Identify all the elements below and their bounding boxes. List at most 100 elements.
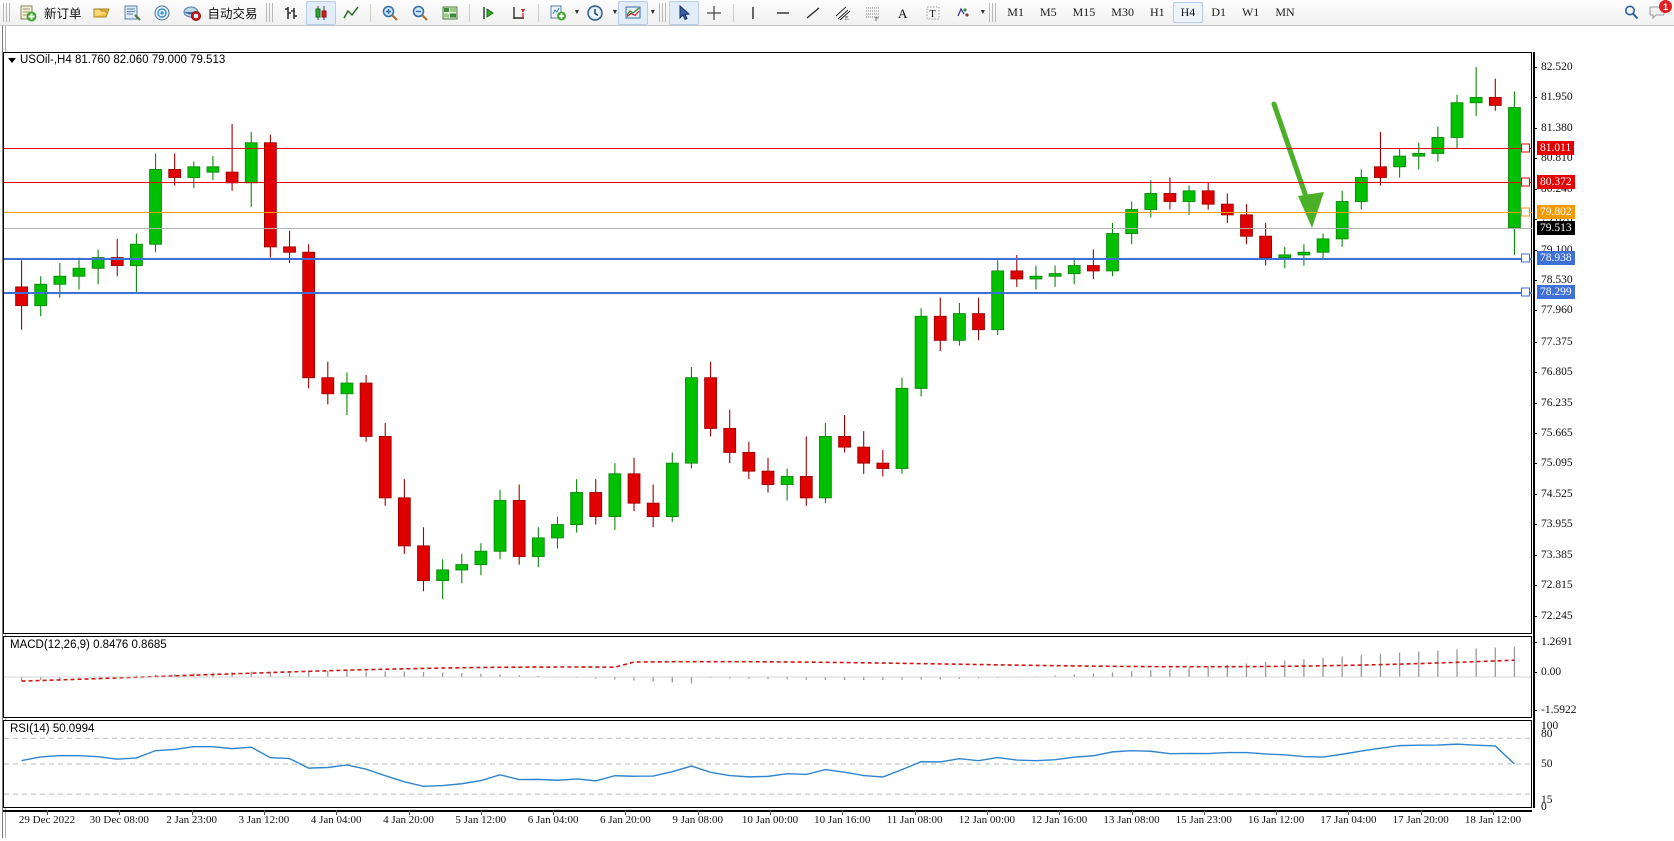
- level-line-78.299[interactable]: [4, 292, 1532, 294]
- level-handle-78.938[interactable]: [1521, 253, 1530, 263]
- tile-windows-icon[interactable]: [435, 1, 465, 25]
- toolbar-grip-2[interactable]: [265, 3, 273, 22]
- toolbar-separator-2: [468, 3, 470, 22]
- toolbar-grip-3[interactable]: [659, 3, 667, 22]
- level-label-79.802: 79.802: [1537, 205, 1575, 220]
- macd-tick-1.2691: 1.2691: [1541, 636, 1573, 648]
- price-tick-72.815: 72.815: [1541, 579, 1573, 592]
- period-dropdown-caret[interactable]: ▼: [611, 9, 619, 16]
- scroll-end-icon[interactable]: [474, 1, 504, 25]
- price-tick-75.095: 75.095: [1541, 457, 1573, 470]
- horizontal-line-icon[interactable]: [768, 1, 798, 25]
- chart-area[interactable]: USOil-,H4 81.760 82.060 79.000 79.513 MA…: [0, 26, 1674, 841]
- svg-text:T: T: [930, 9, 936, 20]
- level-handle-80.372[interactable]: [1521, 177, 1530, 187]
- toolbar-separator-4: [733, 3, 735, 22]
- level-handle-78.299[interactable]: [1521, 287, 1530, 297]
- price-tick-73.955: 73.955: [1541, 518, 1573, 531]
- level-handle-81.011[interactable]: [1521, 143, 1530, 153]
- price-tick-81.950: 81.950: [1541, 91, 1573, 104]
- time-tick-20: 18 Jan 12:00: [1464, 814, 1522, 826]
- svg-text:F: F: [875, 17, 879, 22]
- shapes-dropdown-caret[interactable]: ▼: [979, 9, 987, 16]
- time-axis[interactable]: 29 Dec 2022 30 Dec 08:00 2 Jan 23:00 3 J…: [3, 810, 1532, 840]
- timeframe-w1[interactable]: W1: [1241, 5, 1260, 19]
- time-tick-5: 4 Jan 20:00: [383, 814, 434, 826]
- time-tick-3: 3 Jan 12:00: [238, 814, 290, 826]
- current-price-line: [4, 227, 1532, 229]
- rsi-tick-100: 100: [1541, 720, 1559, 732]
- templates-icon[interactable]: [618, 0, 649, 25]
- timeframe-h4[interactable]: H4: [1172, 2, 1204, 23]
- timeframe-m5[interactable]: M5: [1039, 5, 1057, 19]
- time-tick-4: 4 Jan 04:00: [310, 814, 362, 826]
- equidistant-channel-icon[interactable]: E: [828, 1, 858, 25]
- zoom-in-icon[interactable]: [375, 1, 405, 25]
- bar-chart-icon[interactable]: [276, 1, 306, 25]
- indicators-dropdown-caret[interactable]: ▼: [573, 9, 581, 16]
- timeframe-h1[interactable]: H1: [1149, 5, 1165, 19]
- price-tick-74.525: 74.525: [1541, 487, 1573, 500]
- time-tick-10: 10 Jan 00:00: [741, 814, 799, 826]
- folder-icon[interactable]: [87, 1, 117, 25]
- level-line-79.802[interactable]: [4, 212, 1532, 214]
- toolbar-grip-4[interactable]: [989, 3, 997, 22]
- price-tick-73.385: 73.385: [1541, 548, 1573, 561]
- timeframe-m1[interactable]: M1: [1007, 5, 1024, 19]
- macd-pane[interactable]: [3, 636, 1532, 718]
- cursor-icon[interactable]: [669, 0, 700, 25]
- line-chart-icon[interactable]: [336, 1, 366, 25]
- time-tick-6: 5 Jan 12:00: [455, 814, 507, 826]
- time-axis-line: [3, 810, 1532, 812]
- timeframe-m30[interactable]: M30: [1111, 5, 1134, 19]
- level-line-80.372[interactable]: [4, 181, 1532, 184]
- zoom-out-icon[interactable]: [405, 1, 435, 25]
- new-order-button[interactable]: [13, 1, 43, 25]
- level-line-81.011[interactable]: [4, 147, 1532, 149]
- signals-icon[interactable]: [147, 1, 177, 25]
- auto-trading-icon[interactable]: [177, 1, 207, 25]
- indicators-icon[interactable]: [543, 1, 573, 25]
- chart-shift-icon[interactable]: [504, 1, 534, 25]
- new-order-label[interactable]: 新订单: [44, 7, 82, 21]
- candlestick-icon[interactable]: [305, 0, 336, 25]
- svg-text:A: A: [898, 6, 908, 21]
- price-axis[interactable]: 82.520 81.950 81.380 80.810 80.240 79.67…: [1533, 52, 1674, 813]
- crosshair-icon[interactable]: [699, 1, 729, 25]
- period-icon[interactable]: [580, 1, 610, 25]
- time-tick-8: 6 Jan 20:00: [600, 814, 651, 826]
- auto-trading-label[interactable]: 自动交易: [207, 7, 258, 21]
- timeframe-m15[interactable]: M15: [1072, 5, 1096, 19]
- level-line-78.938[interactable]: [4, 258, 1532, 260]
- level-label-80.372: 80.372: [1537, 174, 1575, 189]
- toolbar-grip[interactable]: [3, 3, 10, 22]
- price-tick-82.520: 82.520: [1541, 60, 1573, 73]
- symbol-info-bar[interactable]: USOil-,H4 81.760 82.060 79.000 79.513: [8, 54, 225, 66]
- timeframe-mn[interactable]: MN: [1275, 5, 1295, 19]
- price-tick-75.665: 75.665: [1541, 426, 1573, 439]
- alerts-icon[interactable]: 1: [1649, 0, 1672, 21]
- macd-label: MACD(12,26,9) 0.8476 0.8685: [10, 639, 167, 651]
- price-tick-76.235: 76.235: [1541, 396, 1573, 409]
- main-toolbar: 新订单 自动交易 ▼: [0, 0, 1674, 26]
- chart-menu-caret-icon[interactable]: [8, 57, 16, 63]
- search-icon[interactable]: [1623, 4, 1640, 21]
- text-icon[interactable]: T: [918, 1, 948, 25]
- price-tick-72.245: 72.245: [1541, 609, 1573, 622]
- shapes-icon[interactable]: [948, 1, 978, 25]
- down-trend-arrow[interactable]: [1260, 96, 1340, 256]
- news-icon[interactable]: [117, 1, 147, 25]
- rsi-pane[interactable]: [3, 720, 1532, 808]
- price-tick-77.960: 77.960: [1541, 304, 1573, 317]
- templates-dropdown-caret[interactable]: ▼: [649, 9, 657, 16]
- time-tick-9: 9 Jan 08:00: [672, 814, 724, 826]
- time-tick-13: 12 Jan 00:00: [958, 814, 1016, 826]
- time-tick-14: 12 Jan 16:00: [1031, 814, 1088, 826]
- level-handle-79.802[interactable]: [1521, 207, 1530, 217]
- trendline-icon[interactable]: [798, 1, 828, 25]
- text-label-icon[interactable]: A: [888, 1, 918, 25]
- timeframe-d1[interactable]: D1: [1211, 5, 1226, 19]
- fibonacci-icon[interactable]: F: [858, 1, 888, 25]
- vertical-line-icon[interactable]: [738, 1, 768, 25]
- price-chart-pane[interactable]: [3, 52, 1532, 634]
